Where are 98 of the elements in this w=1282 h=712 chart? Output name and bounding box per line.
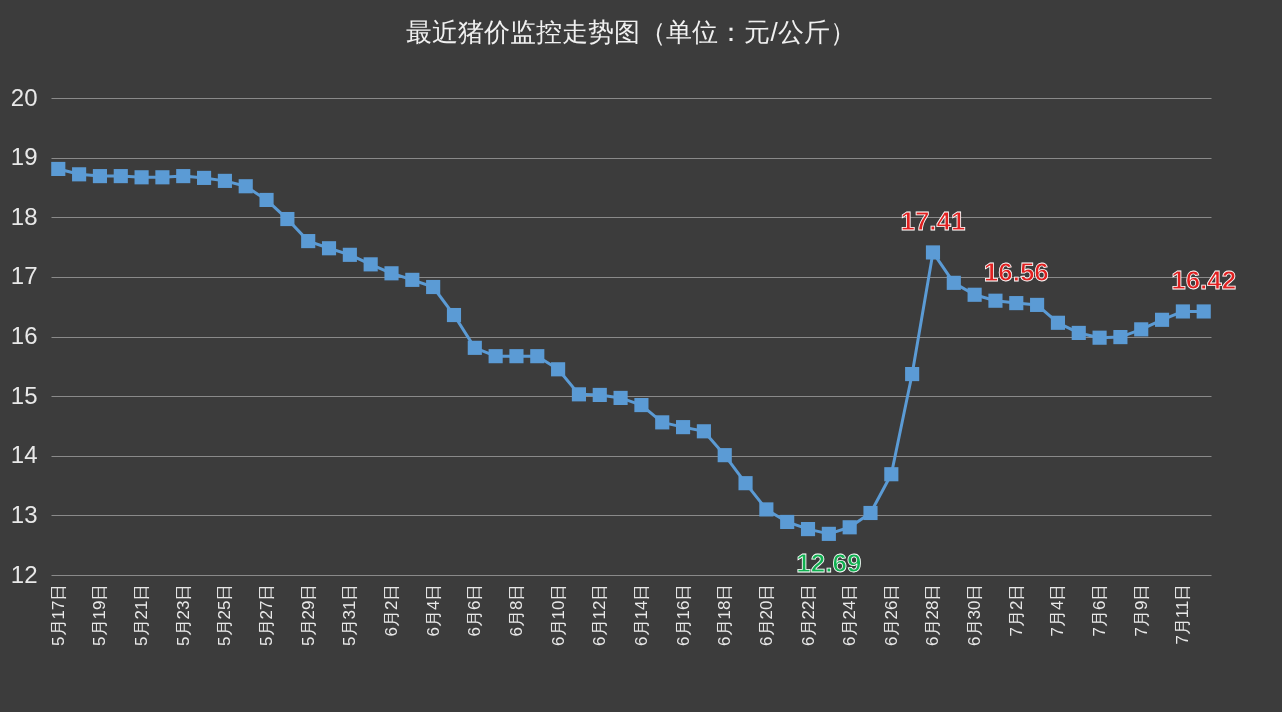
point bbox=[321, 241, 337, 256]
y-tick-label: 14 bbox=[10, 441, 38, 469]
point bbox=[384, 266, 399, 281]
point bbox=[946, 275, 961, 290]
point bbox=[1134, 322, 1149, 337]
point bbox=[717, 448, 732, 463]
point bbox=[988, 293, 1003, 308]
point bbox=[1175, 304, 1190, 319]
point bbox=[967, 287, 982, 302]
x-tick-label: 5月25日 bbox=[215, 583, 235, 646]
point bbox=[197, 170, 212, 185]
point bbox=[342, 247, 357, 262]
data-label: 12.69 bbox=[796, 547, 862, 578]
point bbox=[155, 170, 170, 185]
point bbox=[280, 211, 295, 227]
x-tick-label: 5月23日 bbox=[173, 583, 193, 646]
x-tick-label: 5月17日 bbox=[48, 583, 68, 646]
x-tick-label: 6月14日 bbox=[631, 583, 651, 646]
point bbox=[1113, 330, 1128, 345]
point bbox=[176, 169, 191, 184]
point bbox=[72, 167, 87, 182]
x-tick-label: 6月20日 bbox=[756, 583, 776, 646]
point bbox=[780, 514, 795, 529]
x-tick-label: 7月4日 bbox=[1048, 583, 1068, 637]
point bbox=[405, 272, 420, 287]
point bbox=[238, 179, 253, 194]
point bbox=[551, 362, 566, 377]
point bbox=[696, 424, 711, 439]
x-tick-label: 7月9日 bbox=[1131, 583, 1151, 637]
point bbox=[1154, 312, 1170, 327]
point bbox=[634, 398, 649, 413]
data-label: 16.56 bbox=[983, 257, 1049, 288]
point bbox=[759, 502, 774, 517]
point bbox=[821, 526, 836, 541]
x-tick-label: 6月12日 bbox=[590, 583, 610, 646]
x-tick-label: 6月24日 bbox=[840, 583, 860, 646]
x-tick-label: 6月16日 bbox=[673, 583, 693, 646]
point bbox=[905, 366, 920, 382]
x-tick-label: 5月21日 bbox=[132, 583, 152, 646]
point bbox=[1030, 297, 1045, 312]
point bbox=[509, 349, 524, 364]
point bbox=[925, 245, 941, 260]
point bbox=[363, 257, 378, 272]
x-tick-label: 5月29日 bbox=[298, 583, 318, 646]
point bbox=[613, 390, 628, 405]
point bbox=[884, 467, 899, 482]
point bbox=[655, 415, 670, 430]
y-tick-label: 13 bbox=[10, 500, 38, 528]
point bbox=[800, 522, 816, 537]
chart-title: 最近猪价监控走势图（单位：元/公斤） bbox=[406, 17, 856, 47]
x-tick-label: 7月6日 bbox=[1090, 583, 1110, 637]
point bbox=[1009, 296, 1024, 311]
x-tick-label: 6月22日 bbox=[798, 583, 818, 646]
point bbox=[571, 387, 587, 402]
point bbox=[217, 173, 232, 188]
point bbox=[863, 505, 878, 521]
point bbox=[467, 340, 482, 355]
point bbox=[675, 420, 691, 435]
point bbox=[1071, 325, 1086, 340]
x-tick-label: 5月31日 bbox=[340, 583, 360, 646]
y-tick-label: 20 bbox=[10, 83, 38, 111]
x-tick-label: 6月6日 bbox=[465, 583, 485, 637]
point bbox=[1196, 304, 1211, 319]
point bbox=[113, 169, 128, 184]
point bbox=[488, 349, 503, 364]
point bbox=[842, 520, 857, 535]
y-tick-label: 18 bbox=[10, 202, 38, 230]
x-tick-label: 6月8日 bbox=[506, 583, 526, 637]
x-tick-label: 5月27日 bbox=[257, 583, 277, 646]
y-tick-label: 12 bbox=[10, 560, 38, 588]
x-tick-label: 6月26日 bbox=[881, 583, 901, 646]
y-tick-label: 16 bbox=[10, 322, 38, 349]
x-tick-label: 7月2日 bbox=[1006, 583, 1026, 637]
point bbox=[426, 279, 441, 295]
x-tick-label: 7月11日 bbox=[1173, 583, 1193, 645]
x-tick-label: 6月30日 bbox=[965, 583, 985, 646]
x-tick-label: 6月4日 bbox=[423, 583, 443, 637]
data-label: 16.42 bbox=[1171, 265, 1237, 296]
x-tick-label: 6月2日 bbox=[382, 583, 401, 637]
point bbox=[1092, 330, 1107, 345]
y-tick-label: 17 bbox=[10, 262, 38, 290]
point bbox=[301, 234, 316, 249]
point bbox=[92, 169, 108, 184]
point bbox=[51, 161, 66, 177]
point bbox=[738, 476, 753, 491]
x-tick-label: 6月18日 bbox=[715, 583, 735, 646]
x-tick-label: 6月10日 bbox=[548, 583, 568, 646]
point bbox=[134, 170, 149, 185]
point bbox=[530, 349, 545, 364]
y-tick-label: 15 bbox=[10, 381, 38, 409]
x-tick-label: 5月19日 bbox=[90, 583, 110, 646]
point bbox=[259, 192, 274, 208]
point bbox=[1050, 315, 1065, 330]
data-label: 17.41 bbox=[900, 206, 966, 237]
point bbox=[592, 387, 607, 402]
point bbox=[446, 307, 462, 323]
x-tick-label: 6月28日 bbox=[923, 583, 943, 646]
y-tick-label: 19 bbox=[10, 143, 38, 171]
